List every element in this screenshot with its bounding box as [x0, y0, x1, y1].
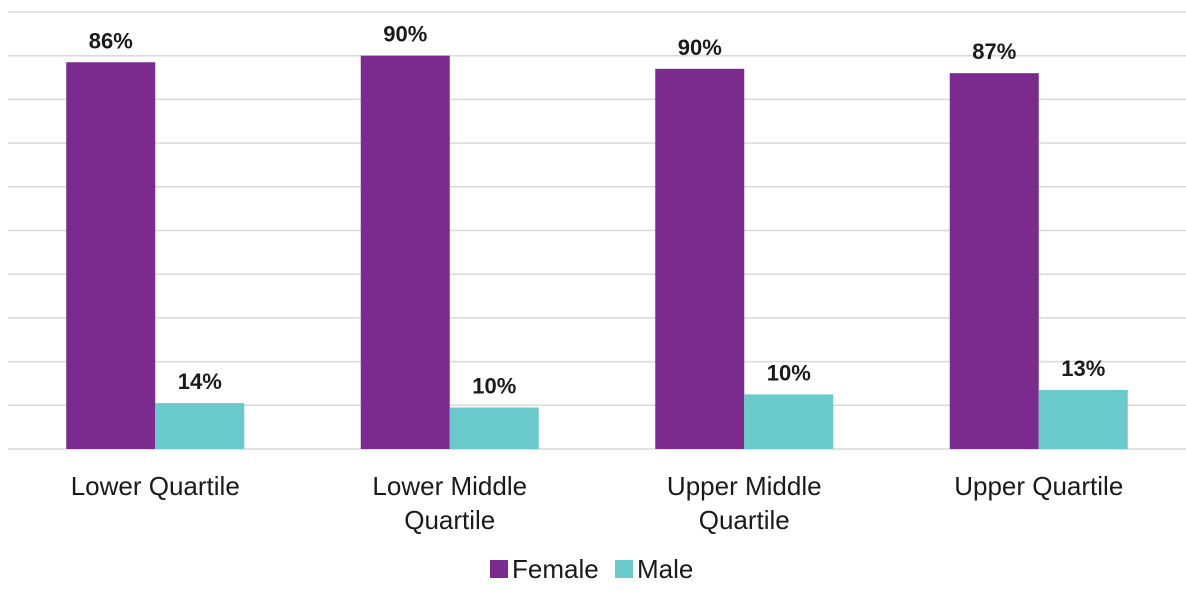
bar-female [655, 68, 745, 449]
bar-male [449, 407, 539, 449]
category-label: Lower Middle [372, 471, 527, 501]
bar-male [155, 403, 245, 449]
legend-swatch-male [615, 560, 633, 578]
legend-label-female: Female [512, 554, 599, 584]
data-label-female: 90% [678, 35, 722, 60]
category-label: Lower Quartile [71, 471, 240, 501]
legend-label-male: Male [637, 554, 693, 584]
bar-male [744, 394, 834, 449]
legend: Female Male [490, 554, 693, 584]
data-label-male: 10% [767, 360, 811, 385]
bar-female [949, 73, 1039, 450]
legend-swatch-female [490, 560, 508, 578]
data-labels: 86% 14% 90% 10% 90% 10% 87% 13% [89, 22, 1106, 399]
bars [66, 55, 1128, 450]
data-label-male: 10% [472, 373, 516, 398]
category-label: Quartile [699, 505, 790, 535]
category-axis-labels: Lower Quartile Lower Middle Quartile Upper … [71, 471, 1124, 535]
bar-female [66, 62, 156, 449]
bar-male [1038, 390, 1128, 449]
data-label-female: 86% [89, 28, 133, 53]
data-label-male: 14% [178, 369, 222, 394]
data-label-female: 90% [383, 22, 427, 47]
bar-female [360, 55, 450, 449]
category-label: Upper Middle [667, 471, 822, 501]
data-label-male: 13% [1061, 356, 1105, 381]
data-label-female: 87% [972, 39, 1016, 64]
category-label: Quartile [404, 505, 495, 535]
category-label: Upper Quartile [954, 471, 1123, 501]
